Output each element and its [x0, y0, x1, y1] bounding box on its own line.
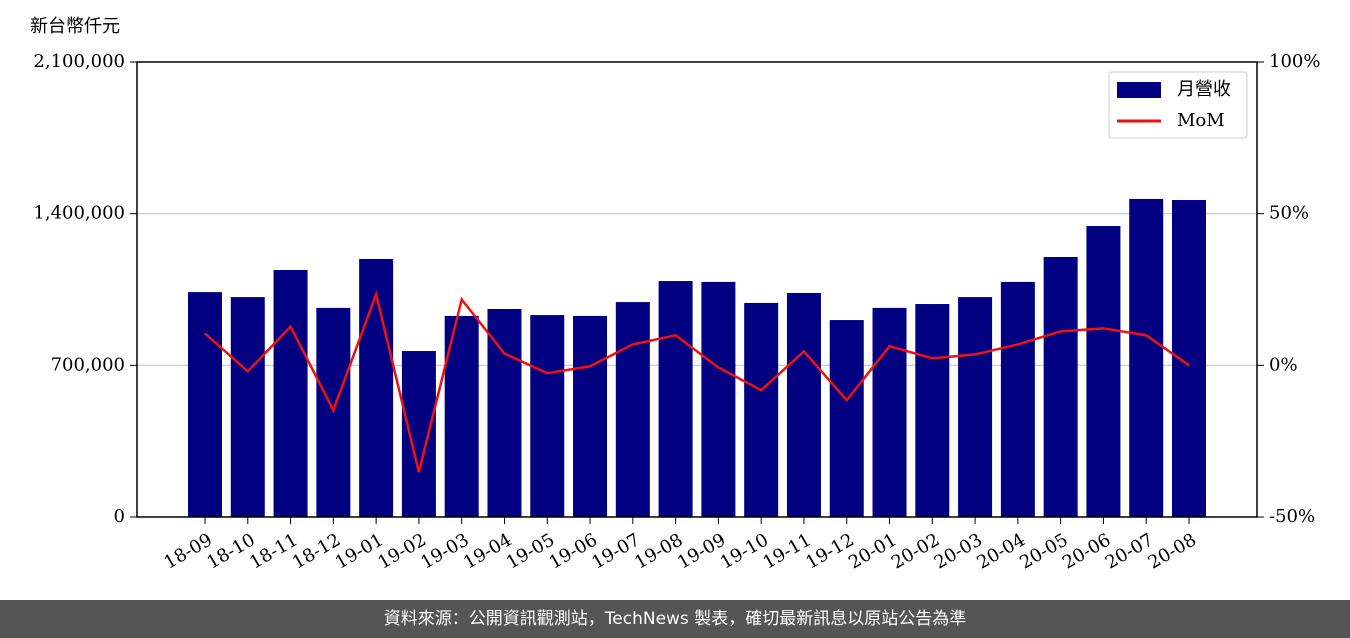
legend-label: MoM: [1177, 110, 1225, 131]
x-tick-label: 18-09: [161, 529, 216, 573]
bar: [744, 302, 779, 517]
x-tick-label: 19-01: [332, 529, 387, 573]
legend-label: 月營收: [1177, 79, 1231, 100]
y-tick-label: 1,400,000: [33, 203, 125, 224]
y2-tick-label: 100%: [1269, 51, 1320, 72]
x-tick-label: 19-10: [717, 529, 772, 573]
x-tick-label: 20-03: [931, 529, 986, 573]
x-tick-label: 20-06: [1059, 529, 1114, 573]
bar: [701, 281, 736, 517]
legend: 月營收 MoM: [1108, 71, 1248, 139]
bar: [958, 297, 993, 517]
bar: [273, 270, 308, 517]
bar: [188, 292, 222, 517]
legend-swatch: [1117, 82, 1161, 98]
x-tick-label: 19-02: [374, 529, 429, 573]
x-tick-label: 20-04: [973, 529, 1028, 573]
x-tick-label: 20-08: [1145, 529, 1200, 573]
bar: [401, 351, 436, 517]
x-tick-label: 19-08: [631, 529, 686, 573]
bar: [786, 292, 821, 517]
bar: [1129, 198, 1164, 517]
x-tick-label: 20-07: [1102, 529, 1157, 573]
x-tick-label: 19-06: [546, 529, 601, 573]
bar: [487, 309, 522, 517]
y-tick-label: 0: [114, 506, 125, 527]
y2-tick-label: 50%: [1269, 203, 1309, 224]
bar: [829, 320, 864, 517]
x-tick-label: 19-09: [674, 529, 729, 573]
y-tick-label: 2,100,000: [33, 51, 125, 72]
line: [204, 290, 1190, 473]
x-tick-label: 18-12: [289, 529, 344, 573]
x-tick-label: 19-05: [503, 529, 558, 573]
y-axis-label: 新台幣仟元: [30, 16, 120, 37]
bar: [530, 315, 565, 517]
x-tick-label: 18-10: [203, 529, 258, 573]
x-tick-label: 18-11: [246, 529, 301, 573]
y2-tick-label: -50%: [1269, 506, 1315, 527]
bar: [230, 297, 265, 517]
bar: [615, 302, 650, 517]
x-tick-label: 19-11: [760, 529, 815, 573]
footer: 資料來源：公開資訊觀測站，TechNews 製表，確切最新訊息以原站公告為準: [0, 600, 1350, 638]
x-tick-label: 19-03: [417, 529, 472, 573]
x-tick-label: 20-01: [845, 529, 900, 573]
bar: [1086, 226, 1121, 517]
x-tick-label: 20-05: [1016, 529, 1071, 573]
x-tick-label: 20-02: [888, 529, 943, 573]
bar: [658, 281, 693, 517]
x-tick-label: 19-12: [802, 529, 857, 573]
plot-frame: [136, 61, 1258, 518]
x-tick-label: 19-07: [588, 529, 643, 573]
bar: [1043, 257, 1078, 517]
bar: [573, 315, 608, 517]
chart: 新台幣仟元 0 700,000 1,400,000 2,100,000 -50% 0% 50…: [30, 16, 1320, 574]
bar: [872, 307, 907, 517]
x-tick-label: 19-04: [460, 529, 515, 573]
y-tick-label: 700,000: [51, 354, 125, 375]
bar: [1000, 281, 1035, 517]
bar: [1172, 200, 1206, 517]
bar: [359, 258, 394, 517]
bar: [915, 304, 950, 517]
y2-tick-label: 0%: [1269, 354, 1298, 375]
